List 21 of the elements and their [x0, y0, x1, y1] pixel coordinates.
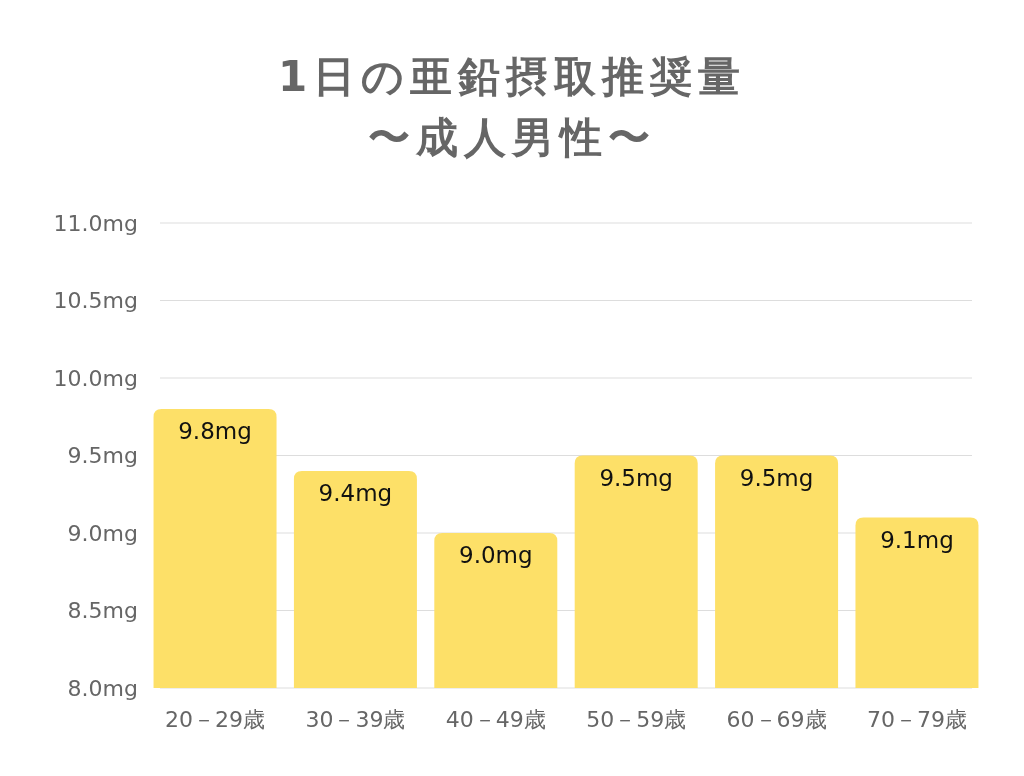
data-label: 9.8mg [178, 418, 252, 444]
data-label: 9.0mg [459, 542, 533, 568]
x-tick-label: 60－69歳 [726, 707, 827, 732]
data-label: 9.1mg [880, 526, 954, 553]
y-tick-label: 8.5mg [67, 598, 138, 624]
x-tick-label: 30－39歳 [305, 707, 406, 732]
y-tick-label: 11.0mg [53, 210, 138, 236]
x-tick-label: 70－79歳 [866, 707, 967, 732]
data-label: 9.5mg [739, 464, 814, 491]
y-tick-label: 10.5mg [53, 288, 138, 314]
x-tick-label: 20－29歳 [165, 707, 266, 732]
chart-subtitle: 〜成人男性〜 [368, 113, 656, 162]
y-tick-label: 10.0mg [53, 365, 138, 391]
y-tick-label: 8.0mg [67, 675, 138, 701]
data-label: 9.4mg [318, 480, 393, 506]
chart-title: 1日の亜鉛摂取推奨量 [277, 52, 747, 101]
x-tick-label: 50－59歳 [586, 707, 687, 732]
y-tick-label: 9.5mg [67, 443, 138, 469]
data-label: 9.5mg [599, 464, 673, 491]
y-tick-label: 9.0mg [67, 520, 138, 546]
x-tick-label: 40－49歳 [445, 707, 546, 732]
